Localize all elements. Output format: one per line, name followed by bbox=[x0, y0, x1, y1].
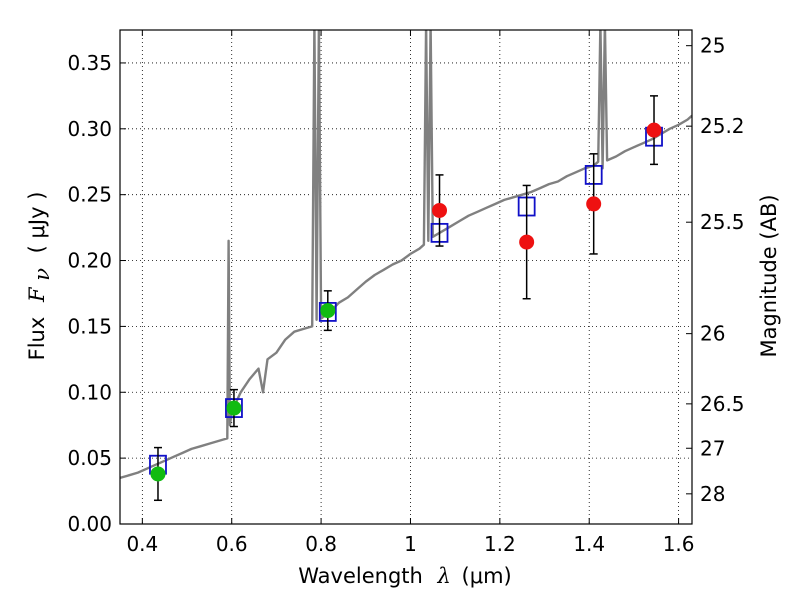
y-tick-label: 0.20 bbox=[67, 249, 112, 273]
x-tick-label: 1.4 bbox=[573, 532, 605, 556]
y-tick-label: 0.10 bbox=[67, 380, 112, 404]
y-axis-title-prefix: Flux bbox=[25, 317, 49, 361]
plot-frame bbox=[119, 29, 693, 525]
x-tick-label: 1.2 bbox=[484, 532, 516, 556]
x-axis-title-prefix: Wavelength bbox=[298, 564, 423, 588]
x-tick-label: 0.8 bbox=[305, 532, 337, 556]
right-tick-label: 25 bbox=[700, 34, 725, 58]
y-axis-title: Flux F ν ( μJy ) bbox=[25, 192, 54, 361]
x-axis-title-unit: (μm) bbox=[462, 564, 512, 588]
y-axis-title-subscript: ν bbox=[30, 268, 54, 281]
x-axis-title-symbol: λ bbox=[437, 564, 451, 588]
right-tick-label: 28 bbox=[700, 482, 725, 506]
right-tick-label: 26.5 bbox=[700, 392, 745, 416]
x-tick-label: 0.4 bbox=[126, 532, 158, 556]
y-tick-label: 0.15 bbox=[67, 314, 112, 338]
y-tick-label: 0.30 bbox=[67, 117, 112, 141]
data-point bbox=[646, 122, 662, 138]
right-tick-label: 26 bbox=[700, 322, 725, 346]
x-tick-label: 1 bbox=[404, 532, 417, 556]
y-axis-title-unit: ( μJy ) bbox=[25, 192, 49, 254]
ticks: 0.4 0.6 0.8 1 1.2 1.4 1.6 0.00 0.05 0.10 0.15 0.20 0… bbox=[67, 30, 745, 556]
y-tick-label: 0.00 bbox=[67, 512, 112, 536]
right-tick-label: 25.5 bbox=[700, 210, 745, 234]
data-point bbox=[226, 400, 242, 416]
x-tick-label: 0.6 bbox=[216, 532, 248, 556]
right-tick-label: 27 bbox=[700, 436, 725, 460]
y-tick-label: 0.25 bbox=[67, 183, 112, 207]
y-tick-label: 0.35 bbox=[67, 51, 112, 75]
y-tick-label: 0.05 bbox=[67, 446, 112, 470]
plot-series bbox=[120, 30, 692, 502]
x-tick-label: 1.6 bbox=[663, 532, 695, 556]
right-axis-title: Magnitude (AB) bbox=[757, 194, 781, 357]
y-axis-title-symbol: F bbox=[25, 286, 49, 303]
right-tick-label: 25.2 bbox=[700, 114, 745, 138]
data-point bbox=[519, 234, 535, 250]
data-point bbox=[320, 303, 336, 319]
data-point bbox=[150, 466, 166, 482]
data-point bbox=[586, 196, 602, 212]
data-point bbox=[432, 202, 448, 218]
x-axis-title: Wavelength λ (μm) bbox=[298, 564, 511, 588]
spectrum-line bbox=[120, 30, 692, 480]
